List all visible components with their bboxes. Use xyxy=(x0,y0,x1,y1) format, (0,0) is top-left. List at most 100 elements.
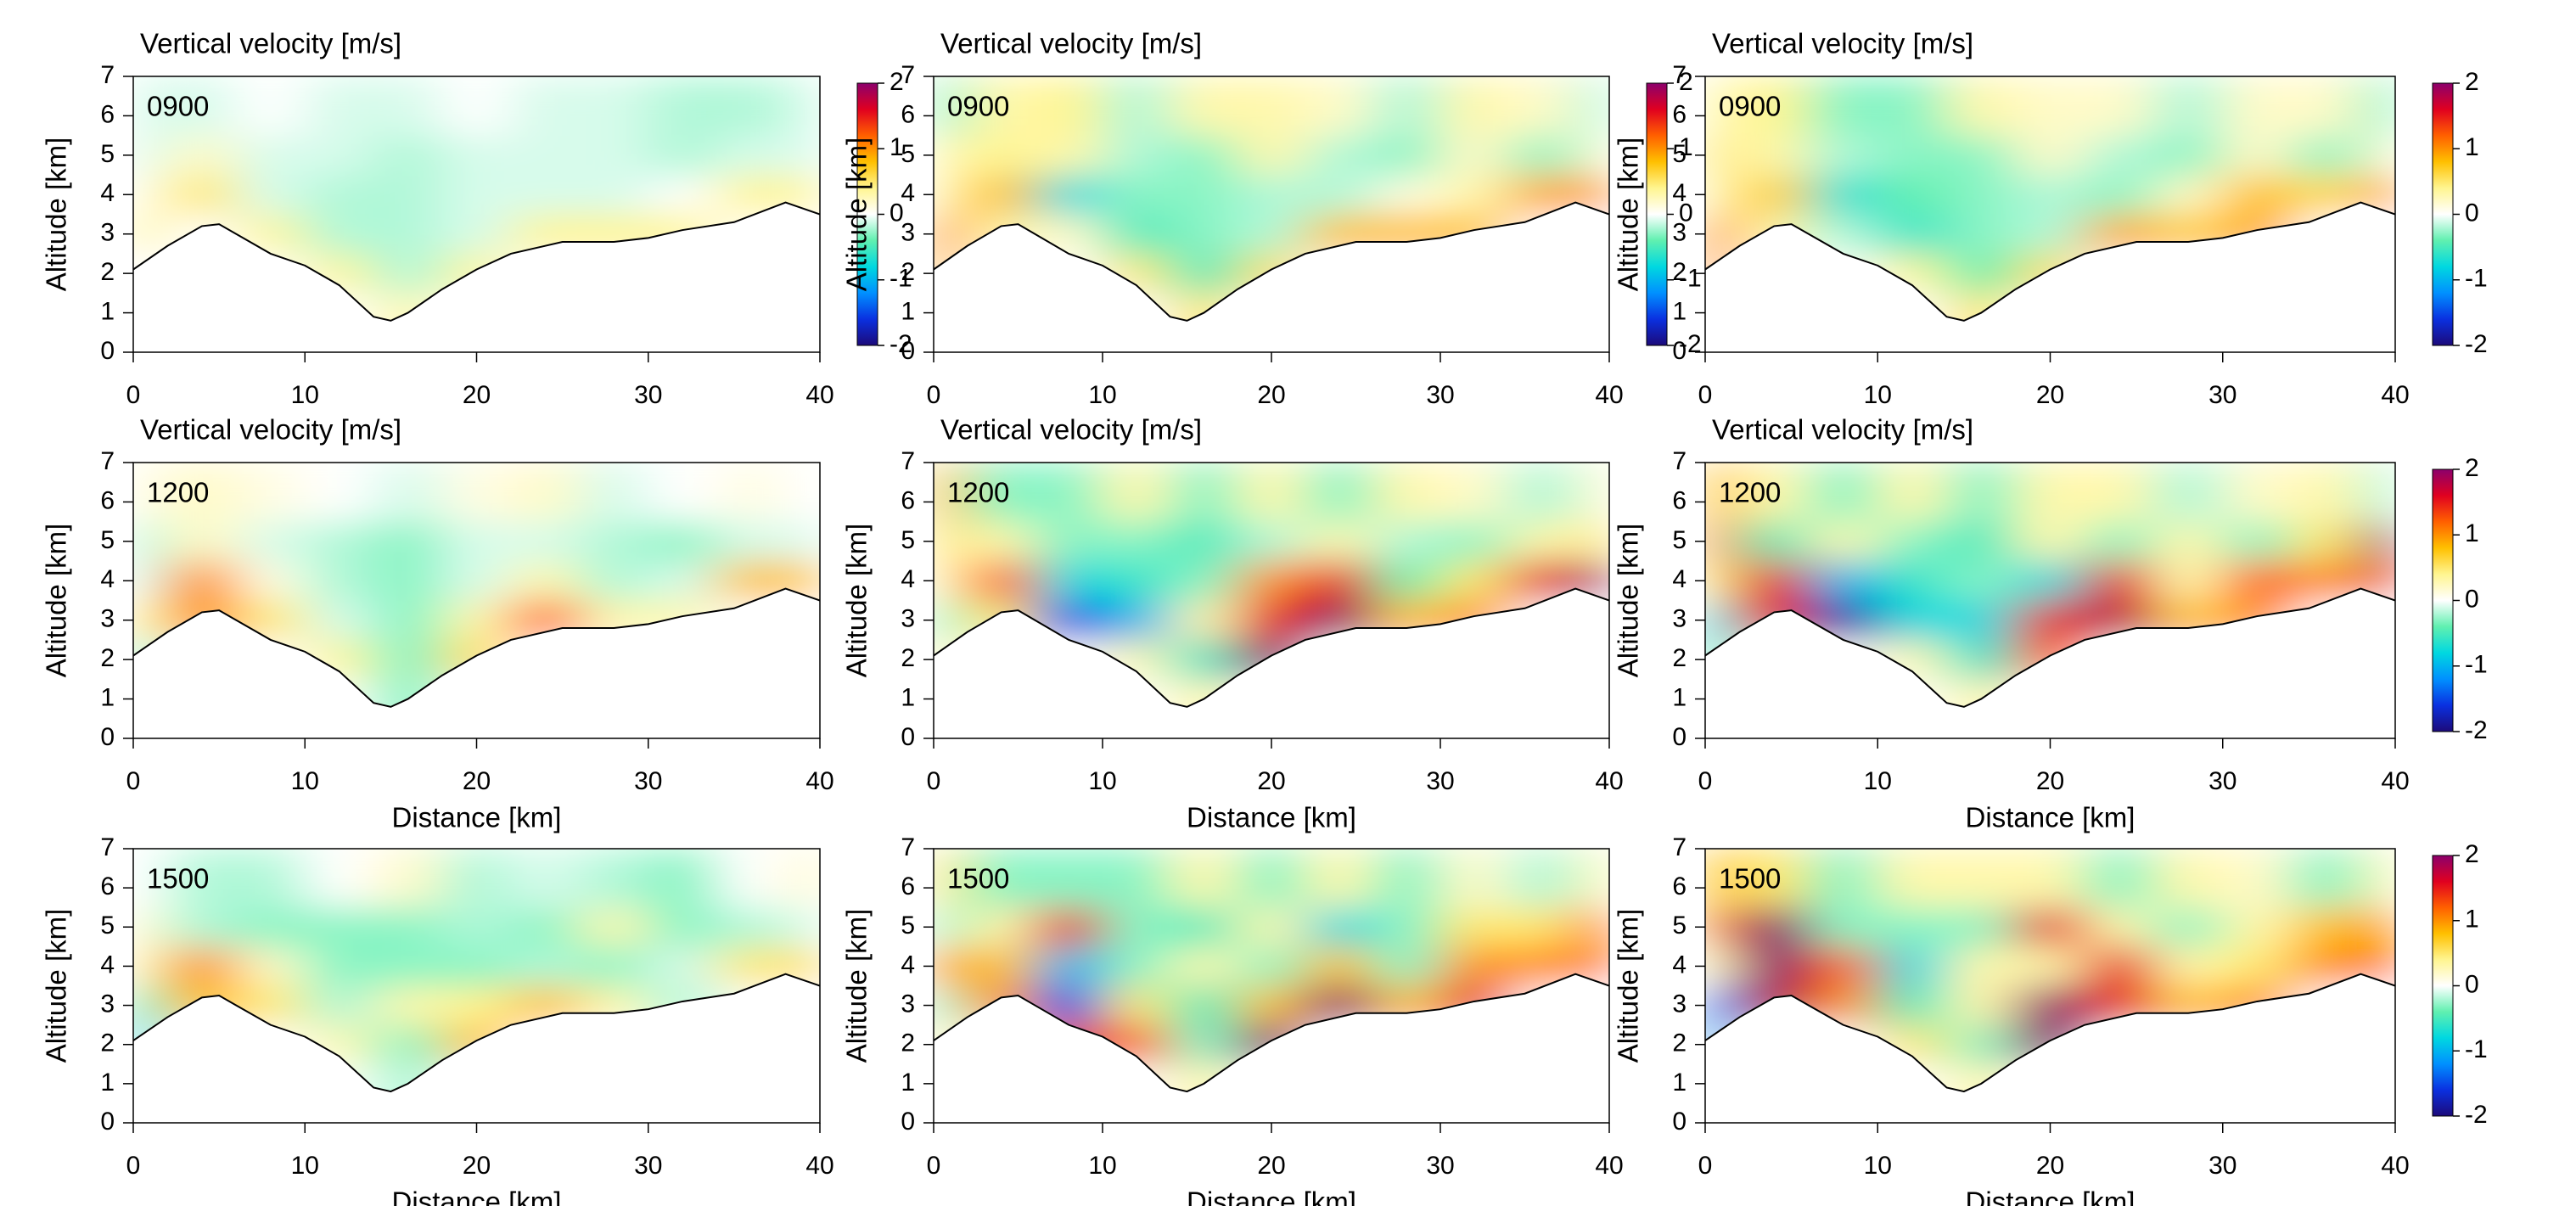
colorbar-tick-label: -1 xyxy=(1679,265,1702,293)
x-tick-label: 10 xyxy=(1864,767,1892,795)
x-axis-label: Distance [km] xyxy=(1187,802,1356,833)
cell xyxy=(1705,135,1741,176)
colorbar-tick-label: -2 xyxy=(2465,330,2488,358)
cell xyxy=(2360,849,2395,908)
cell xyxy=(1877,907,1948,947)
colorbar-tick-label: 2 xyxy=(2465,68,2479,96)
x-tick-label: 10 xyxy=(1864,1152,1892,1180)
time-label: 0900 xyxy=(1719,91,1781,122)
x-tick-label: 40 xyxy=(1595,1152,1623,1180)
plot-area xyxy=(133,463,820,738)
y-axis-label: Altitude [km] xyxy=(41,524,72,678)
cell xyxy=(373,985,443,1026)
x-tick-label: 0 xyxy=(927,1152,941,1180)
time-label: 1200 xyxy=(947,477,1009,508)
cell xyxy=(1808,135,1878,176)
cell xyxy=(1705,561,1741,601)
x-tick-label: 10 xyxy=(291,1152,319,1180)
cell xyxy=(1739,946,1810,986)
cell xyxy=(305,849,374,908)
cell xyxy=(510,135,581,176)
y-tick-label: 2 xyxy=(901,644,915,672)
cell xyxy=(2015,521,2085,562)
x-tick-label: 40 xyxy=(805,381,833,409)
y-tick-label: 6 xyxy=(1672,100,1686,128)
x-axis-label: Distance [km] xyxy=(392,802,562,833)
cell xyxy=(1372,907,1441,947)
cell xyxy=(167,946,237,986)
cell xyxy=(1877,463,1948,523)
cell xyxy=(2153,849,2224,908)
cell xyxy=(1035,907,1103,947)
x-tick-label: 30 xyxy=(634,381,662,409)
ground xyxy=(1705,202,2395,352)
cell xyxy=(2015,849,2085,908)
cell xyxy=(1877,561,1948,601)
cell xyxy=(1372,521,1441,562)
cell xyxy=(2153,946,2224,986)
y-tick-label: 3 xyxy=(901,219,915,247)
panel-title: Vertical velocity [m/s] xyxy=(140,28,401,59)
cell xyxy=(579,946,649,986)
colorbar-tick-label: 0 xyxy=(1679,199,1693,227)
colorbar-tick-label: 2 xyxy=(2465,454,2479,482)
cell xyxy=(648,76,718,137)
cell xyxy=(934,521,968,562)
cell xyxy=(2360,463,2395,523)
cell xyxy=(1440,135,1509,176)
cell xyxy=(1035,76,1103,137)
cell xyxy=(1170,561,1238,601)
cell xyxy=(1372,135,1441,176)
time-label: 1500 xyxy=(947,863,1009,895)
cell xyxy=(1507,135,1576,176)
cell xyxy=(1170,521,1238,562)
cell xyxy=(1877,946,1948,986)
cell xyxy=(2153,175,2224,215)
y-tick-label: 1 xyxy=(100,297,115,325)
cell xyxy=(716,849,787,908)
cell xyxy=(1237,214,1306,255)
colorbar xyxy=(2432,82,2454,346)
cell xyxy=(133,175,168,215)
y-tick-label: 5 xyxy=(100,140,115,168)
cell xyxy=(1946,463,2017,523)
y-tick-label: 4 xyxy=(100,565,115,593)
cell xyxy=(2222,849,2293,908)
cell xyxy=(167,175,237,215)
cell xyxy=(1739,849,1810,908)
x-tick-label: 0 xyxy=(126,1152,141,1180)
cell xyxy=(2015,76,2085,137)
y-tick-label: 7 xyxy=(901,833,915,861)
cell xyxy=(1305,521,1373,562)
y-tick-label: 1 xyxy=(1672,297,1686,325)
x-tick-label: 20 xyxy=(2036,767,2064,795)
y-tick-label: 3 xyxy=(901,605,915,633)
cell xyxy=(2222,521,2293,562)
cell xyxy=(1170,76,1238,137)
cell xyxy=(1372,175,1441,215)
y-tick-label: 1 xyxy=(901,1069,915,1097)
y-tick-label: 6 xyxy=(100,486,115,514)
y-tick-label: 6 xyxy=(100,100,115,128)
cell xyxy=(1440,175,1509,215)
panel-title: Vertical velocity [m/s] xyxy=(940,28,1202,59)
cell xyxy=(1739,175,1810,215)
cell xyxy=(1035,946,1103,986)
cell xyxy=(785,76,820,137)
cell xyxy=(716,521,787,562)
y-tick-label: 4 xyxy=(901,179,915,207)
x-axis-label: Distance [km] xyxy=(392,1186,562,1206)
cell xyxy=(1103,907,1171,947)
cell xyxy=(2085,561,2154,601)
panel-title: Vertical velocity [m/s] xyxy=(1712,28,1973,59)
x-tick-label: 0 xyxy=(126,767,141,795)
cell xyxy=(1440,849,1509,908)
y-tick-label: 3 xyxy=(100,605,115,633)
cell xyxy=(236,135,306,176)
cell xyxy=(579,135,649,176)
cell xyxy=(2292,76,2361,137)
cell xyxy=(1705,214,1741,255)
cell xyxy=(442,214,512,255)
cell xyxy=(967,561,1035,601)
y-tick-label: 5 xyxy=(1672,912,1686,940)
